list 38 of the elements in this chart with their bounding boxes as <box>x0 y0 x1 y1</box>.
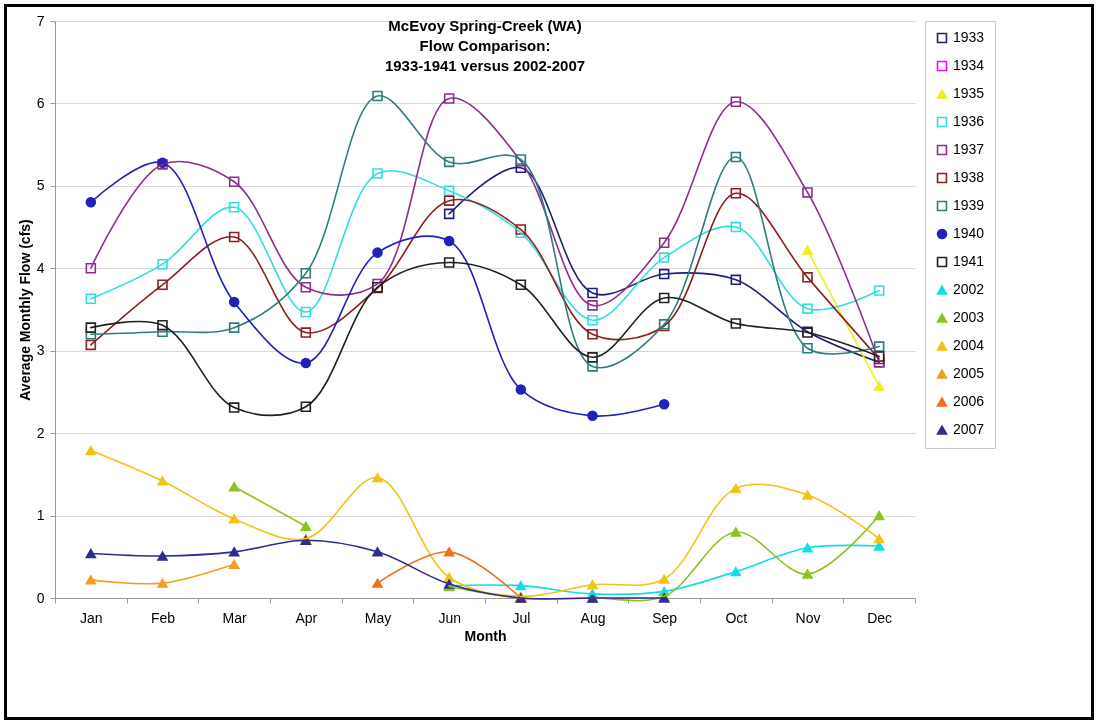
x-tick-label: Sep <box>652 609 678 626</box>
text: McEvoy Spring-Creek (WA) Flow Comparison: 1933-1941 versus 2002-2007 <box>384 17 586 74</box>
x-tick-label: Feb <box>150 609 176 626</box>
legend-label: 1937 <box>953 141 985 157</box>
legend-label: 1936 <box>953 113 985 129</box>
x-tick-label: Oct <box>725 609 748 626</box>
x-tick-label: Jul <box>512 609 531 626</box>
x-tick-label: Jan <box>80 609 103 626</box>
legend-label: 2003 <box>953 309 985 325</box>
y-axis-title: Average Monthly Flow (cfs) <box>16 219 33 401</box>
legend-label: 2004 <box>953 337 985 353</box>
legend-label: 2007 <box>953 421 985 437</box>
legend-label: 1941 <box>953 253 985 269</box>
x-tick-label: May <box>364 609 392 626</box>
x-axis-title: Month <box>464 627 507 644</box>
legend-label: 2005 <box>953 365 985 381</box>
y-tick-label: 0 <box>36 589 45 606</box>
legend-label: 1938 <box>953 169 985 185</box>
x-tick-label: Apr <box>295 609 318 626</box>
y-tick-label: 2 <box>36 424 45 441</box>
y-tick-label: 5 <box>36 177 45 194</box>
y-tick-label: 4 <box>36 259 45 276</box>
legend-label: 1933 <box>953 29 985 45</box>
legend-label: 2002 <box>953 281 985 297</box>
x-tick-label: Jun <box>438 609 461 626</box>
x-tick-label: Nov <box>795 609 821 626</box>
x-tick-label: Dec <box>867 609 893 626</box>
x-tick-label: Aug <box>580 609 606 626</box>
y-tick-label: 3 <box>36 342 45 359</box>
legend-label: 2006 <box>953 393 985 409</box>
legend-label: 1940 <box>953 225 985 241</box>
y-tick-label: 6 <box>36 94 45 111</box>
legend-label: 1934 <box>953 57 985 73</box>
y-tick-label: 7 <box>36 12 45 29</box>
x-tick-label: Mar <box>222 609 248 626</box>
legend-label: 1939 <box>953 197 985 213</box>
y-tick-label: 1 <box>36 507 45 524</box>
legend-label: 1935 <box>953 85 985 101</box>
